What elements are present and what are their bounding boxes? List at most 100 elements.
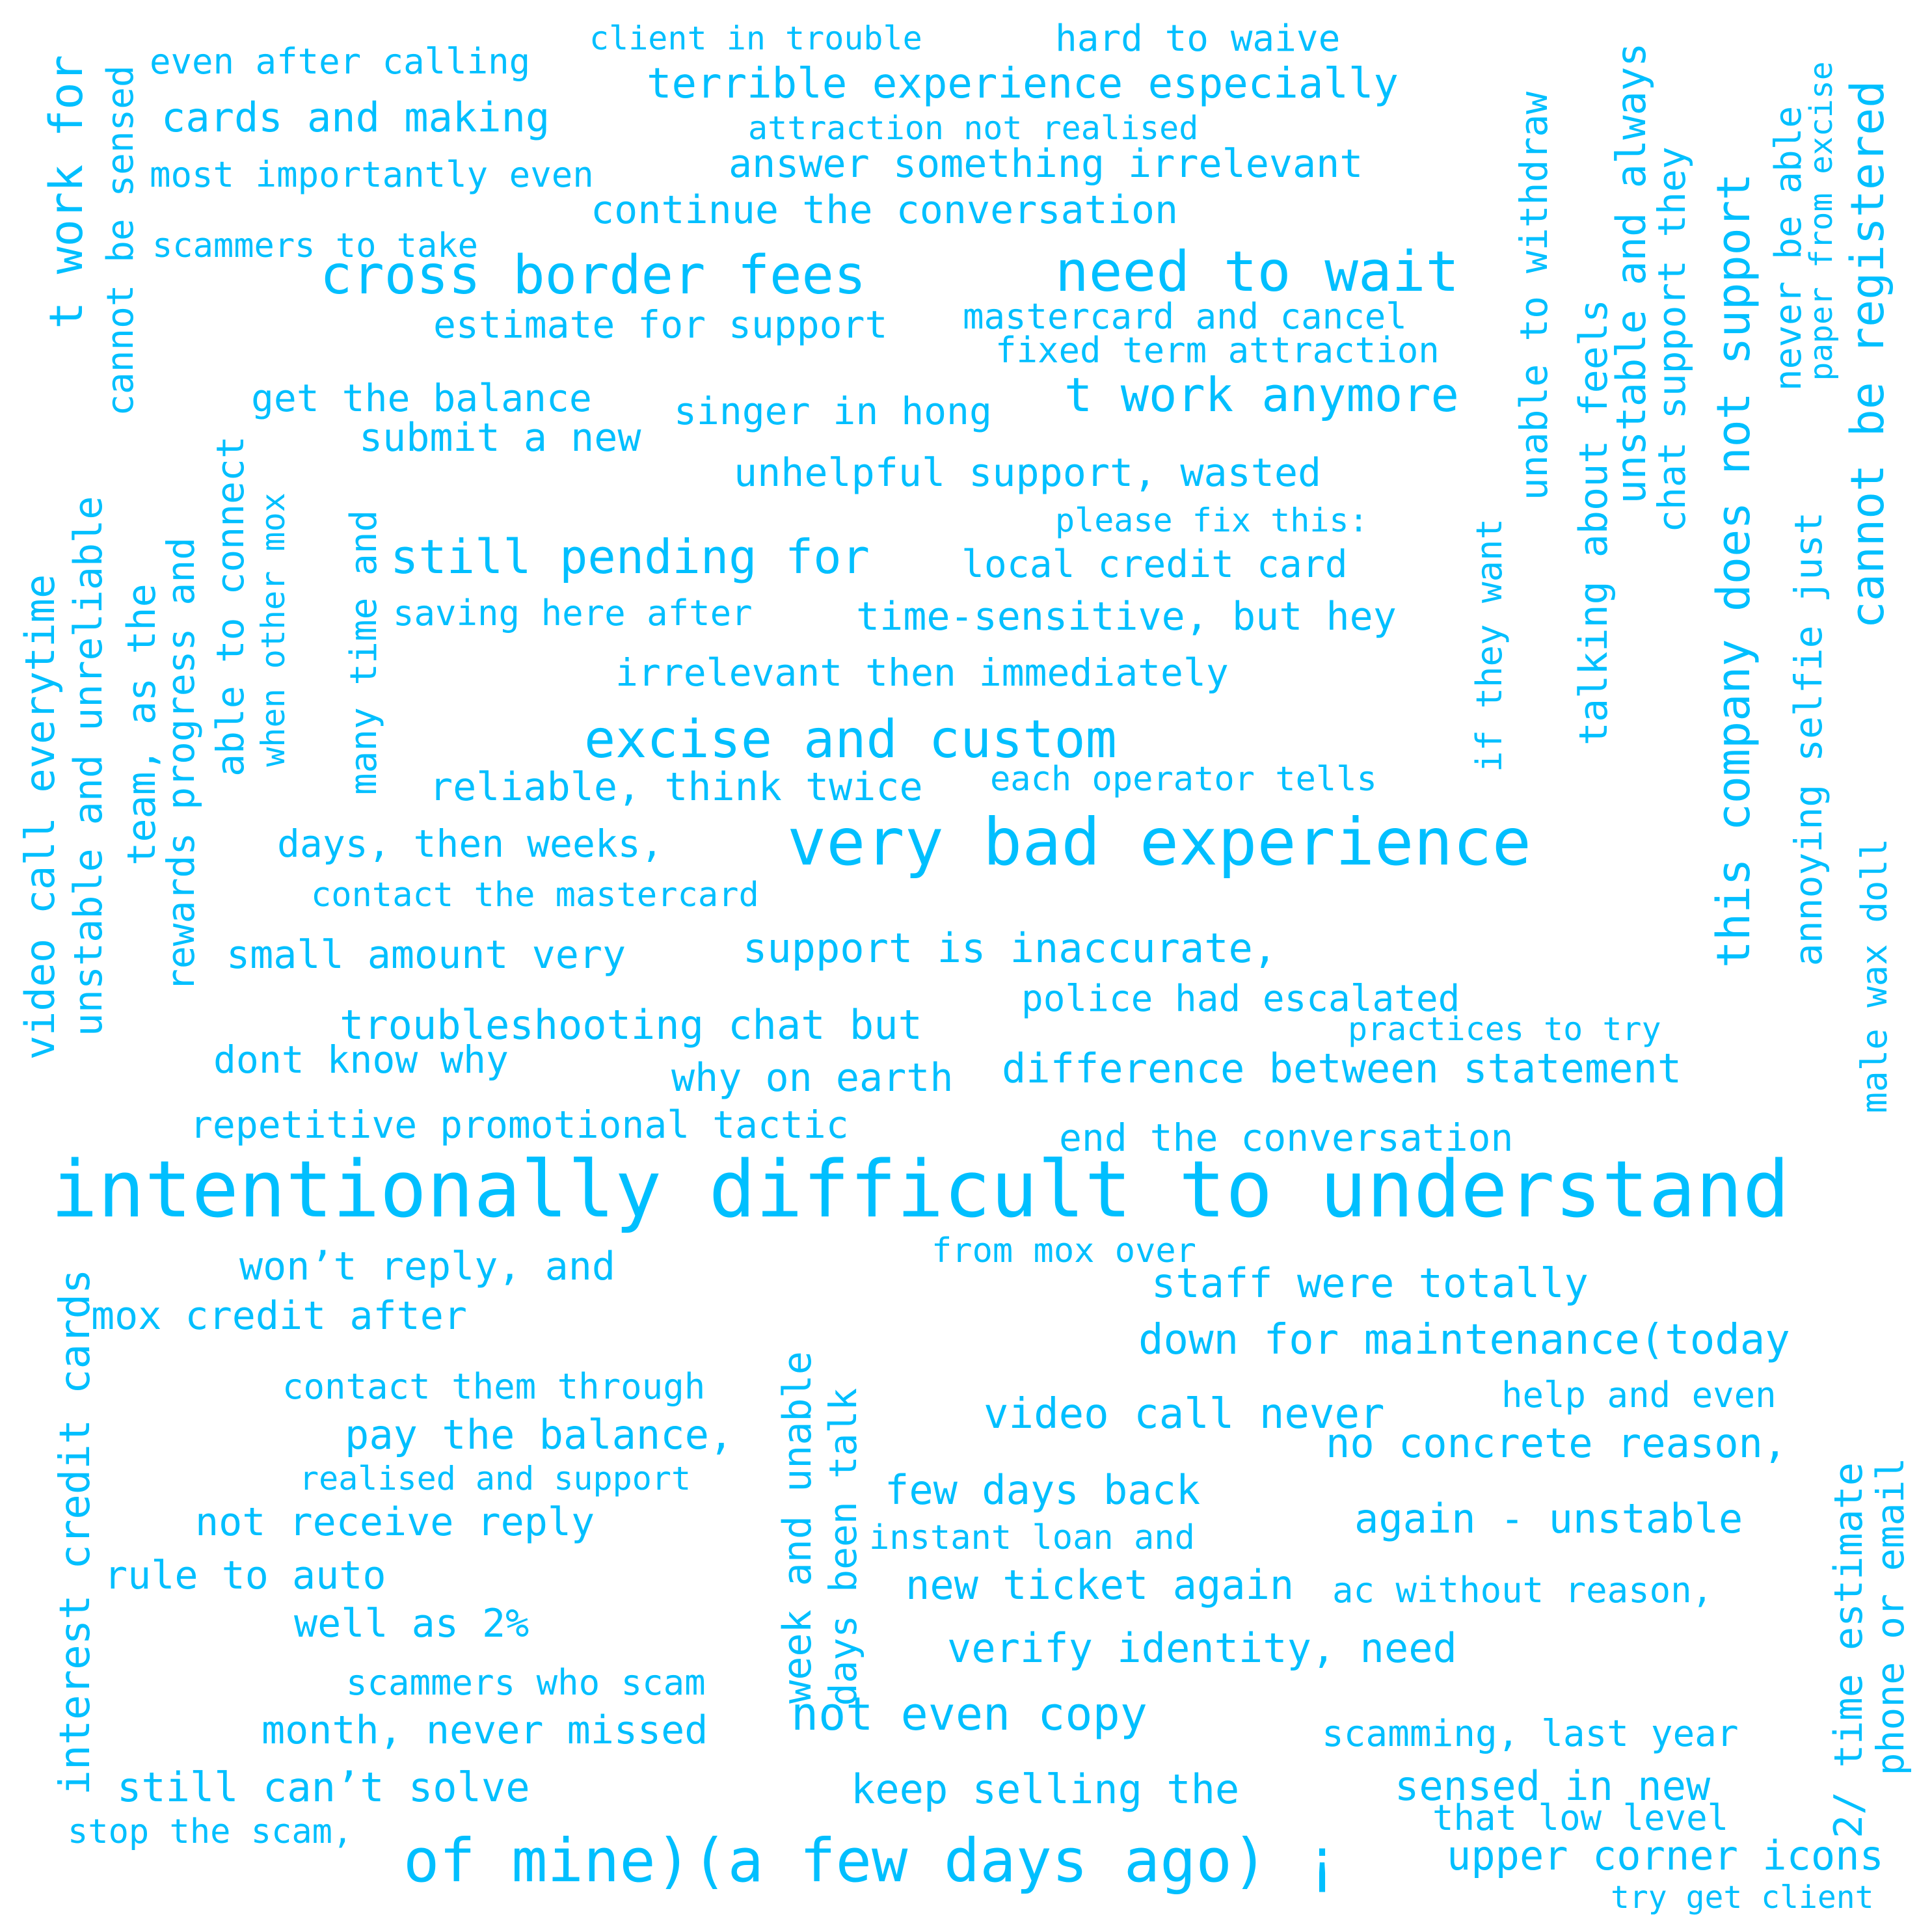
- word: irrelevant then immediately: [615, 651, 1229, 695]
- word: need to wait: [1055, 239, 1460, 304]
- word: end the conversation: [1059, 1116, 1514, 1160]
- word: reliable, think twice: [429, 764, 923, 810]
- word: new ticket again: [906, 1561, 1295, 1609]
- word: unable to withdraw: [1512, 91, 1556, 501]
- word: repetitive promotional tactic: [190, 1103, 849, 1147]
- word: cannot be sensed: [100, 65, 142, 416]
- word: sensed in new: [1395, 1762, 1711, 1810]
- word: police had escalated: [1021, 978, 1460, 1020]
- word: pay the balance,: [345, 1411, 734, 1458]
- word: t work for: [40, 55, 93, 329]
- word: keep selling the: [851, 1765, 1240, 1813]
- word: mox credit after: [91, 1293, 467, 1339]
- word: mastercard and cancel: [963, 296, 1407, 337]
- word: submit a new: [359, 415, 641, 461]
- word: not even copy: [791, 1687, 1147, 1741]
- word: scamming, last year: [1322, 1713, 1739, 1755]
- word: practices to try: [1348, 1010, 1661, 1048]
- word: support is inaccurate,: [743, 924, 1278, 972]
- word: chat support they: [1650, 146, 1694, 533]
- word: scammers who scam: [346, 1662, 706, 1703]
- word: difference between statement: [1002, 1045, 1682, 1092]
- word: troubleshooting chat but: [340, 1001, 922, 1049]
- word: 2/ time estimate: [1826, 1462, 1872, 1838]
- word: cross border fees: [320, 245, 866, 306]
- word: saving here after: [393, 593, 753, 634]
- word: many time and: [343, 509, 385, 796]
- word: time-sensitive, but hey: [856, 594, 1397, 639]
- word: verify identity, need: [947, 1624, 1457, 1672]
- word: even after calling: [150, 41, 531, 82]
- word: stop the scam,: [68, 1812, 353, 1851]
- word: terrible experience especially: [647, 60, 1399, 108]
- word: continue the conversation: [591, 187, 1179, 233]
- word: unstable and always: [1607, 42, 1655, 504]
- word: days, then weeks,: [277, 822, 664, 866]
- word: get the balance: [251, 376, 592, 420]
- word: most importantly even: [150, 154, 594, 195]
- word: attraction not realised: [748, 109, 1199, 147]
- word: again - unstable: [1354, 1495, 1743, 1542]
- word: why on earth: [671, 1055, 954, 1101]
- word: fixed term attraction: [995, 330, 1440, 371]
- word: of mine)(a few days ago) ¡: [403, 1826, 1341, 1896]
- word: month, never missed: [262, 1708, 708, 1753]
- word: try get client: [1611, 1879, 1874, 1916]
- word: still can’t solve: [117, 1764, 530, 1811]
- word: still pending for: [390, 530, 870, 584]
- word: rewards progress and: [159, 537, 203, 992]
- word: phone or email: [1868, 1457, 1912, 1776]
- word: when other mox: [254, 492, 292, 767]
- word: cards and making: [161, 94, 550, 141]
- word: down for maintenance(today: [1138, 1316, 1790, 1364]
- word: estimate for support: [433, 302, 888, 347]
- word: from mox over: [932, 1231, 1196, 1270]
- word: singer in hong: [674, 389, 992, 433]
- word: won’t reply, and: [239, 1244, 615, 1289]
- word: paper from excise: [1803, 61, 1840, 381]
- word: week and unable: [775, 1351, 820, 1704]
- word: upper corner icons: [1447, 1832, 1884, 1879]
- word: excise and custom: [584, 709, 1117, 770]
- word: video call never: [984, 1390, 1385, 1438]
- word: each operator tells: [990, 760, 1377, 799]
- word: client in trouble: [589, 20, 922, 57]
- word: contact the mastercard: [311, 876, 759, 915]
- word: able to connect: [208, 436, 252, 777]
- word: never be able: [1767, 105, 1810, 392]
- word: realised and support: [299, 1460, 691, 1497]
- word: instant loan and: [869, 1518, 1195, 1557]
- word: scammers to take: [152, 226, 478, 265]
- word: well as 2%: [294, 1601, 530, 1646]
- word: interest credit cards: [51, 1268, 100, 1795]
- word: video call everytime: [16, 574, 64, 1060]
- word: not receive reply: [195, 1499, 595, 1545]
- word: answer something irrelevant: [729, 141, 1363, 187]
- word: if they want: [1469, 518, 1510, 773]
- word: unhelpful support, wasted: [734, 450, 1322, 496]
- word: ac without reason,: [1332, 1570, 1713, 1611]
- word: team, as the: [119, 584, 165, 866]
- word: unstable and unreliable: [66, 496, 111, 1037]
- word: annoying selfie just: [1786, 511, 1831, 967]
- word: no concrete reason,: [1326, 1419, 1788, 1467]
- word: days been talk: [821, 1388, 865, 1706]
- word: contact them through: [282, 1366, 706, 1407]
- word: very bad experience: [787, 804, 1531, 880]
- word: that low level: [1432, 1797, 1729, 1838]
- word: rule to auto: [104, 1553, 386, 1598]
- word: this company does not support: [1707, 172, 1760, 969]
- word: help and even: [1501, 1375, 1777, 1415]
- word: intentionally difficult to understand: [51, 1145, 1790, 1235]
- word: t work anymore: [1064, 368, 1459, 422]
- word: dont know why: [213, 1038, 509, 1082]
- word: hard to waive: [1055, 18, 1341, 60]
- word: local credit card: [961, 542, 1348, 586]
- word: staff were totally: [1151, 1259, 1589, 1307]
- word: male wax doll: [1854, 838, 1895, 1114]
- word: cannot be registered: [1841, 80, 1894, 629]
- word: small amount very: [226, 932, 626, 978]
- word: please fix this:: [1055, 502, 1369, 539]
- word: few days back: [885, 1466, 1201, 1514]
